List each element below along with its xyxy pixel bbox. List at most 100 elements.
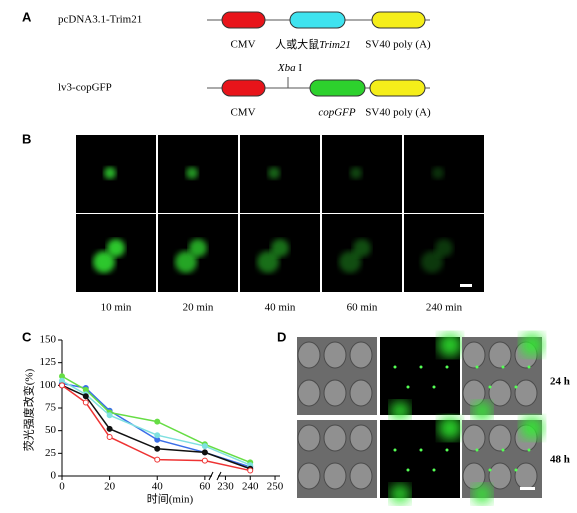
image-tile <box>322 135 402 213</box>
time-label: 40 min <box>265 302 296 314</box>
cell <box>350 167 362 179</box>
point <box>154 445 161 452</box>
element-label: SV40 poly (A) <box>365 107 431 119</box>
fluor <box>406 468 410 472</box>
cmv <box>221 79 266 97</box>
point <box>59 382 65 389</box>
cell <box>297 379 321 407</box>
chart: 0 25 50 75 100 125 150 0 20 40 60 230 240 250 <box>40 334 284 493</box>
cell <box>353 239 371 257</box>
y-axis-label: 荧光强度改变(%) <box>22 368 36 451</box>
point <box>154 432 161 439</box>
row-label: 24 h <box>550 376 570 388</box>
cell <box>488 379 512 407</box>
cell <box>421 251 443 273</box>
fluor <box>438 416 462 440</box>
fluor <box>438 333 462 357</box>
construct-name: pcDNA3.1-Trim21 <box>58 14 142 26</box>
x-tick-label: 250 <box>267 481 284 493</box>
time-label: 240 min <box>426 302 463 314</box>
cell <box>323 379 347 407</box>
fluor <box>419 448 423 452</box>
copgfp <box>309 79 366 97</box>
x-tick-label: 40 <box>152 481 164 493</box>
cell <box>175 251 197 273</box>
fluor <box>520 333 544 357</box>
point <box>247 467 254 474</box>
series-line <box>61 375 251 464</box>
cell <box>297 462 321 490</box>
point <box>106 412 113 419</box>
fluor <box>514 468 518 472</box>
element-label: SV40 poly (A) <box>365 39 431 51</box>
y-tick-label: 50 <box>45 424 57 436</box>
cell <box>104 167 116 179</box>
y-tick-label: 125 <box>40 356 57 368</box>
point <box>201 449 208 456</box>
cell <box>349 341 373 369</box>
cell <box>107 239 125 257</box>
element-label: CMV <box>230 107 255 119</box>
label-part: I <box>296 62 303 74</box>
cmv <box>221 11 266 29</box>
sv40 <box>371 11 426 29</box>
panel-label: B <box>22 131 31 146</box>
label-part: Xba <box>277 62 296 74</box>
cell <box>488 462 512 490</box>
cell <box>323 462 347 490</box>
image-tile <box>404 135 484 213</box>
point <box>154 418 161 425</box>
point <box>106 434 113 441</box>
cell <box>514 462 538 490</box>
scale-bar <box>460 284 472 287</box>
time-label: 60 min <box>347 302 378 314</box>
cell <box>268 167 280 179</box>
cell <box>514 379 538 407</box>
fluor <box>488 468 492 472</box>
y-tick-label: 150 <box>40 334 57 346</box>
image-tile <box>76 135 156 213</box>
cell <box>297 341 321 369</box>
series-line <box>61 382 251 468</box>
cell <box>432 167 444 179</box>
x-axis-label: 时间(min) <box>147 493 194 506</box>
fluor <box>393 365 397 369</box>
panel-label: A <box>22 9 32 24</box>
fluor <box>475 365 479 369</box>
point <box>154 456 161 463</box>
fluor <box>488 385 492 389</box>
label-part: Trim21 <box>319 39 351 51</box>
cell <box>323 424 347 452</box>
micrographs: 10 min 20 min 40 min 60 min 240 min <box>76 135 484 314</box>
micrographs <box>297 333 544 504</box>
cell <box>488 341 512 369</box>
fluor <box>501 365 505 369</box>
sv40 <box>369 79 426 97</box>
fluor <box>393 448 397 452</box>
cell <box>257 251 279 273</box>
element-label: 人或大鼠Trim21 <box>275 37 351 51</box>
fluor <box>432 385 436 389</box>
fluor <box>514 385 518 389</box>
fluor <box>475 448 479 452</box>
series-line <box>61 384 251 470</box>
series-line <box>61 384 251 472</box>
cell <box>339 251 361 273</box>
element-label: CMV <box>230 39 255 51</box>
cell <box>186 167 198 179</box>
cell <box>93 251 115 273</box>
point <box>106 425 113 432</box>
row-label: 48 h <box>550 454 570 466</box>
cell <box>349 424 373 452</box>
image-tile <box>240 135 320 213</box>
x-tick-label: 20 <box>104 481 116 493</box>
cell <box>297 424 321 452</box>
x-tick-label: 0 <box>59 481 65 493</box>
fluor <box>390 401 410 421</box>
fluor <box>501 448 505 452</box>
point <box>201 443 208 450</box>
y-tick-label: 75 <box>45 402 57 414</box>
y-tick-label: 100 <box>40 379 57 391</box>
fluor <box>472 401 492 421</box>
